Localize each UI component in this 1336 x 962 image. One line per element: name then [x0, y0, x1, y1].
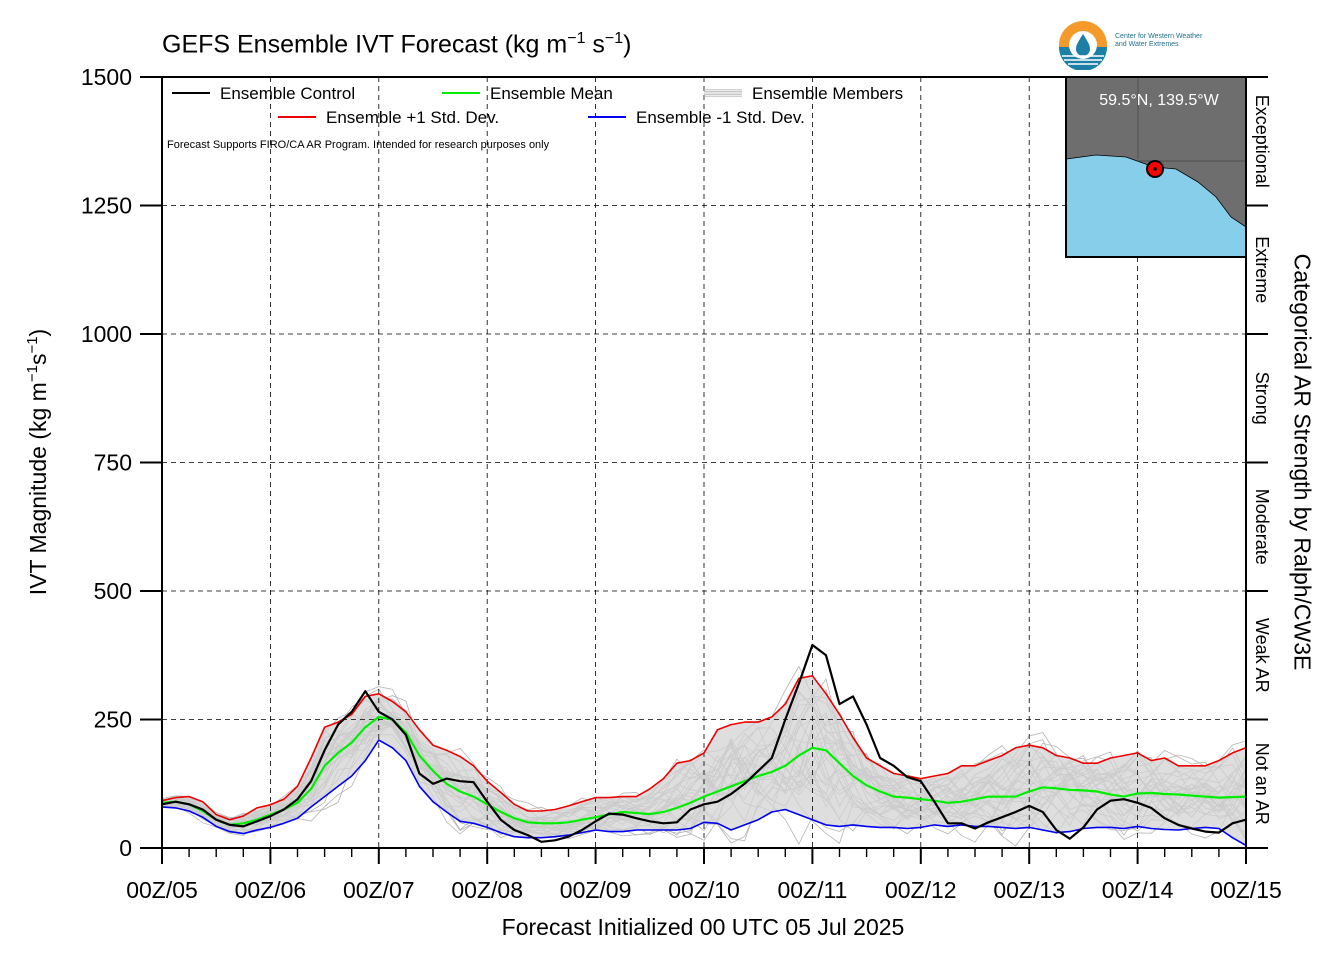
y-tick-label: 750 [94, 450, 132, 476]
y-tick-label: 1000 [81, 321, 132, 347]
category-label: Weak AR [1252, 618, 1272, 693]
category-label: Extreme [1252, 236, 1272, 303]
series-line-minus_std [161, 739, 1247, 847]
legend-label-minus-std: Ensemble -1 Std. Dev. [636, 108, 805, 127]
x-tick-label: 00Z/14 [1102, 877, 1174, 903]
x-tick-label: 00Z/15 [1210, 877, 1282, 903]
x-tick-label: 00Z/05 [126, 877, 198, 903]
category-label: Strong [1252, 372, 1272, 425]
series-line-control [161, 643, 1247, 843]
std-dev-band [162, 675, 1246, 846]
x-tick-label: 00Z/10 [668, 877, 740, 903]
right-axis-label: Categorical AR Strength by Ralph/CW3E [1289, 253, 1316, 671]
y-tick-label: 1500 [81, 64, 132, 90]
cw3e-logo-icon [1059, 21, 1107, 70]
y-axis-label: IVT Magnitude (kg m−1s−1) [24, 328, 51, 596]
legend-label-control: Ensemble Control [220, 84, 355, 103]
category-label: Not an AR [1252, 743, 1272, 825]
x-tick-label: 00Z/07 [343, 877, 415, 903]
category-label: Exceptional [1252, 95, 1272, 188]
legend-label-plus-std: Ensemble +1 Std. Dev. [326, 108, 499, 127]
spread-fill [162, 675, 1246, 846]
category-labels: Not an AR Weak AR Moderate Strong Extreme Exc… [1246, 76, 1272, 849]
y-tick-label: 0 [119, 835, 132, 861]
tick-labels: 0 250 500 750 1000 1250 1500 00Z/05 00Z/06 00Z/07… [81, 64, 1282, 903]
x-tick-label: 00Z/11 [777, 877, 847, 903]
x-axis-label: Forecast Initialized 00 UTC 05 Jul 2025 [501, 914, 905, 940]
x-tick-label: 00Z/13 [993, 877, 1065, 903]
cw3e-logo-text: Center for Western Weather and Water Extr… [1115, 33, 1203, 48]
x-tick-label: 00Z/12 [885, 877, 957, 903]
inset-location-label: 59.5°N, 139.5°W [1099, 92, 1219, 109]
series-line-mean [161, 715, 1247, 827]
legend-label-members: Ensemble Members [752, 84, 903, 103]
location-marker-center [1153, 167, 1157, 171]
category-label: Moderate [1252, 489, 1272, 565]
x-tick-label: 00Z/06 [235, 877, 307, 903]
disclaimer-text: Forecast Supports FIRO/CA AR Program. In… [167, 139, 550, 151]
cw3e-logo: Center for Western Weather and Water Extr… [1058, 20, 1238, 72]
y-tick-label: 500 [94, 578, 132, 604]
legend: Ensemble Control Ensemble Mean Ensemble Me… [167, 84, 903, 151]
x-tick-label: 00Z/09 [560, 877, 632, 903]
chart-title: GEFS Ensemble IVT Forecast (kg m−1 s−1) [162, 30, 632, 59]
x-tick-label: 00Z/08 [451, 877, 523, 903]
inset-frame [1065, 76, 1247, 258]
legend-label-mean: Ensemble Mean [490, 84, 613, 103]
y-tick-label: 250 [94, 707, 132, 733]
y-tick-label: 1250 [81, 193, 132, 219]
series-lines [161, 643, 1247, 847]
location-inset-map: 59.5°N, 139.5°W [1065, 76, 1247, 258]
